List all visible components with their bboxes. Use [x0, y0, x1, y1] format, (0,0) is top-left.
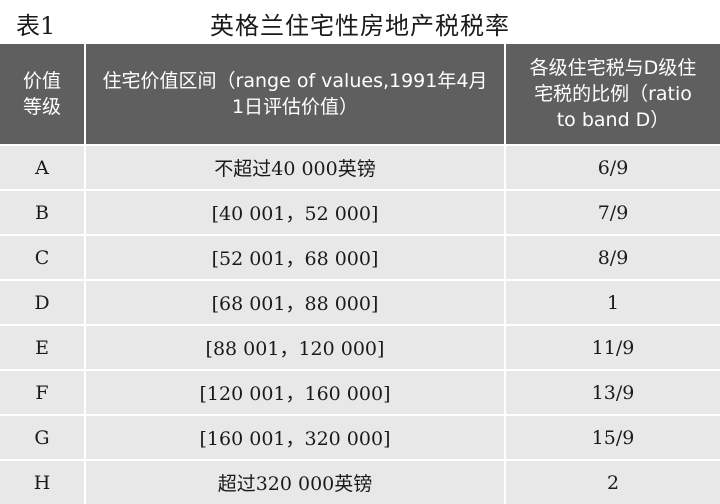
- header-value-range: 住宅价值区间（range of values,1991年4月1日评估价值）: [85, 44, 506, 145]
- table-title: 英格兰住宅性房地产税税率: [210, 12, 510, 40]
- table-row: G [160 001，320 000] 15/9: [0, 414, 720, 460]
- header-band: 价值等级: [0, 44, 86, 145]
- table-number: 表1: [16, 12, 56, 40]
- ratio-cell: 1: [505, 279, 720, 325]
- range-cell: [68 001，88 000]: [85, 279, 506, 325]
- ratio-cell: 7/9: [505, 189, 720, 235]
- table-row: F [120 001，160 000] 13/9: [0, 369, 720, 415]
- table-row: A 不超过40 000英镑 6/9: [0, 144, 720, 190]
- header-row: 价值等级 住宅价值区间（range of values,1991年4月1日评估价…: [0, 44, 720, 145]
- table-row: B [40 001，52 000] 7/9: [0, 189, 720, 235]
- range-cell: [40 001，52 000]: [85, 189, 506, 235]
- table-row: H 超过320 000英镑 2: [0, 459, 720, 504]
- range-cell: [160 001，320 000]: [85, 414, 506, 460]
- band-cell: H: [0, 459, 86, 504]
- table-row: E [88 001，120 000] 11/9: [0, 324, 720, 370]
- header-ratio: 各级住宅税与D级住宅税的比例（ratio to band D）: [505, 44, 720, 145]
- range-cell: [52 001，68 000]: [85, 234, 506, 280]
- band-cell: G: [0, 414, 86, 460]
- ratio-cell: 8/9: [505, 234, 720, 280]
- ratio-cell: 11/9: [505, 324, 720, 370]
- band-cell: C: [0, 234, 86, 280]
- band-cell: F: [0, 369, 86, 415]
- range-cell: 不超过40 000英镑: [85, 144, 506, 190]
- band-cell: A: [0, 144, 86, 190]
- table-row: D [68 001，88 000] 1: [0, 279, 720, 325]
- band-cell: D: [0, 279, 86, 325]
- range-cell: [120 001，160 000]: [85, 369, 506, 415]
- band-cell: B: [0, 189, 86, 235]
- ratio-cell: 2: [505, 459, 720, 504]
- tax-rate-table: 价值等级 住宅价值区间（range of values,1991年4月1日评估价…: [0, 44, 720, 504]
- range-cell: [88 001，120 000]: [85, 324, 506, 370]
- table-caption: 表1 英格兰住宅性房地产税税率: [0, 0, 720, 44]
- table-row: C [52 001，68 000] 8/9: [0, 234, 720, 280]
- band-cell: E: [0, 324, 86, 370]
- range-cell: 超过320 000英镑: [85, 459, 506, 504]
- ratio-cell: 15/9: [505, 414, 720, 460]
- ratio-cell: 6/9: [505, 144, 720, 190]
- ratio-cell: 13/9: [505, 369, 720, 415]
